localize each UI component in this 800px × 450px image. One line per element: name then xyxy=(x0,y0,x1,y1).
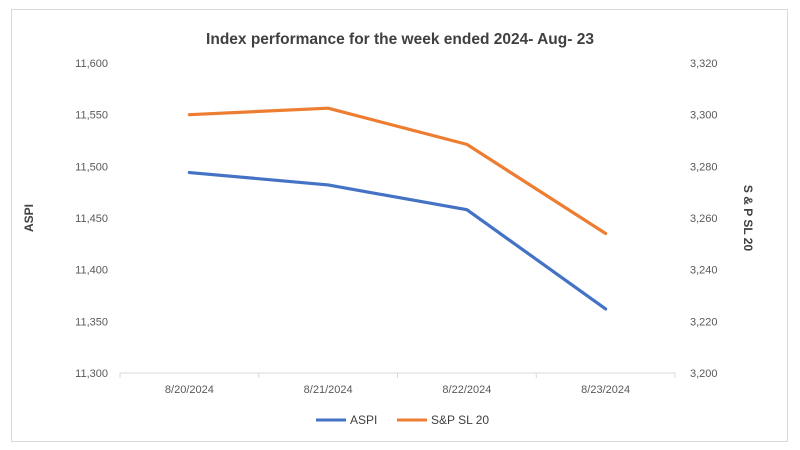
x-tick-label: 8/23/2024 xyxy=(581,384,630,396)
right-axis-ticks: 3,200 3,220 3,240 3,260 3,280 3,300 3,320 xyxy=(690,58,718,380)
left-tick-label: 11,350 xyxy=(75,316,108,328)
left-tick-label: 11,600 xyxy=(75,58,108,70)
right-axis-title: S & P SL 20 xyxy=(741,185,755,252)
x-tick-label: 8/20/2024 xyxy=(165,384,214,396)
right-tick-label: 3,260 xyxy=(690,213,718,225)
left-tick-label: 11,550 xyxy=(75,110,108,122)
series-lines xyxy=(187,106,608,311)
right-tick-label: 3,220 xyxy=(690,316,718,328)
legend: ASPI S&P SL 20 xyxy=(316,413,489,427)
right-tick-label: 3,280 xyxy=(690,161,718,173)
left-tick-label: 11,450 xyxy=(75,213,108,225)
left-axis-ticks: 11,300 11,350 11,400 11,450 11,500 11,550 11,6… xyxy=(75,58,108,380)
right-tick-label: 3,320 xyxy=(690,58,718,70)
chart-frame xyxy=(11,9,788,442)
right-tick-label: 3,240 xyxy=(690,265,718,277)
left-tick-label: 11,400 xyxy=(75,265,108,277)
legend-label-aspi: ASPI xyxy=(350,413,377,427)
series-line-sp-sl20 xyxy=(187,106,608,236)
right-tick-label: 3,200 xyxy=(690,368,718,380)
x-axis-ticks: 8/20/2024 8/21/2024 8/22/2024 8/23/2024 xyxy=(119,373,676,396)
legend-label-sp-sl20: S&P SL 20 xyxy=(431,413,489,427)
left-tick-label: 11,500 xyxy=(75,161,108,173)
x-tick-label: 8/21/2024 xyxy=(304,384,353,396)
right-tick-label: 3,300 xyxy=(690,110,718,122)
chart-title: Index performance for the week ended 202… xyxy=(206,31,594,48)
left-tick-label: 11,300 xyxy=(75,368,108,380)
left-axis-title: ASPI xyxy=(22,204,36,232)
x-tick-label: 8/22/2024 xyxy=(442,384,491,396)
series-line-aspi xyxy=(187,170,608,311)
